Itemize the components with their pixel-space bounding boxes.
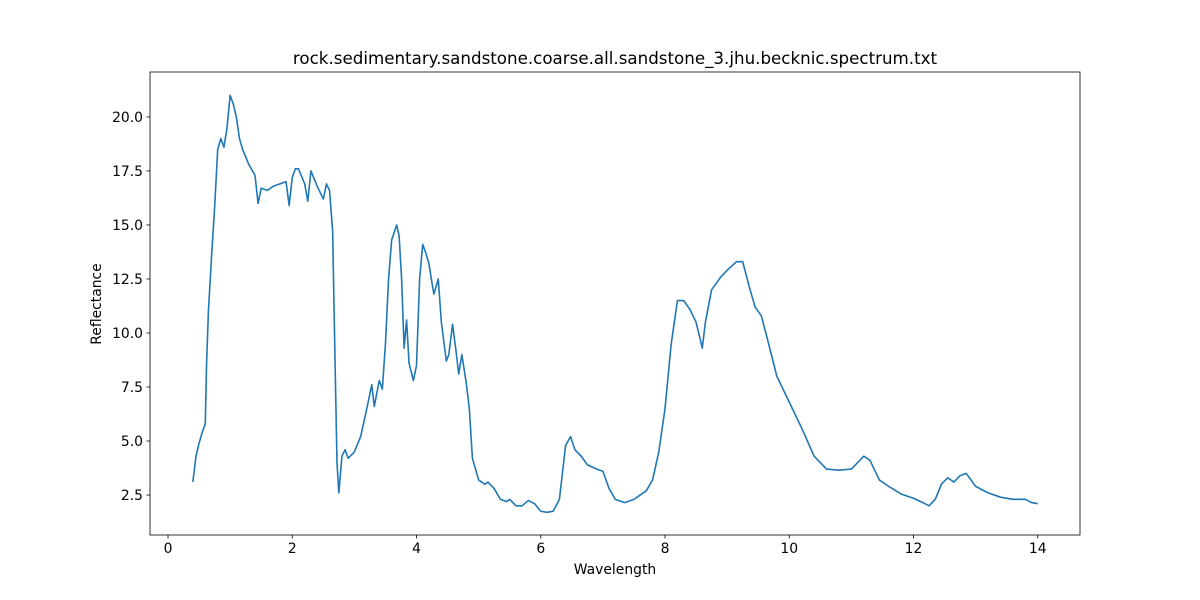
plot-frame — [149, 71, 1081, 536]
x-tick-label: 4 — [412, 541, 421, 557]
data-line — [192, 94, 1038, 514]
y-tick-label: 5.0 — [121, 434, 143, 450]
x-tick-label: 0 — [164, 541, 173, 557]
y-tick-label: 20.0 — [112, 110, 143, 126]
y-tick-label: 10.0 — [112, 326, 143, 342]
x-tick-label: 6 — [536, 541, 545, 557]
y-tick-label: 15.0 — [112, 218, 143, 234]
x-tick-label: 12 — [905, 541, 923, 557]
x-tick-label: 2 — [288, 541, 297, 557]
x-axis-label: Wavelength — [574, 562, 656, 578]
x-tick-label: 14 — [1029, 541, 1047, 557]
y-tick-label: 17.5 — [112, 164, 143, 180]
chart-title: rock.sedimentary.sandstone.coarse.all.sa… — [293, 48, 938, 69]
y-tick-label: 7.5 — [121, 380, 143, 396]
y-tick-label: 2.5 — [121, 488, 143, 504]
y-axis-label: Reflectance — [89, 263, 105, 344]
x-tick-label: 8 — [661, 541, 670, 557]
y-tick-label: 12.5 — [112, 272, 143, 288]
x-tick-label: 10 — [780, 541, 798, 557]
